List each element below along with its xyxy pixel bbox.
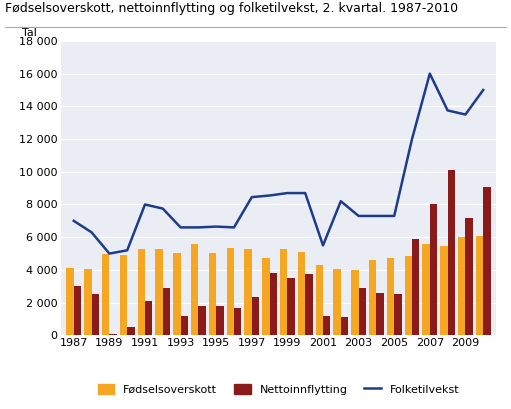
Bar (262, 258, 270, 335)
Bar (333, 269, 341, 335)
Bar (163, 288, 170, 335)
Bar (226, 248, 234, 335)
Bar (466, 218, 473, 335)
Bar (208, 253, 216, 335)
Bar (191, 244, 198, 335)
Bar (102, 254, 109, 335)
Bar (369, 260, 377, 335)
Bar (198, 306, 206, 335)
Bar (234, 308, 242, 335)
Bar (180, 316, 188, 335)
Bar (74, 286, 81, 335)
Bar (476, 236, 483, 335)
Bar (298, 252, 305, 335)
Bar (244, 249, 252, 335)
Bar (127, 327, 135, 335)
Bar (66, 268, 74, 335)
Bar (440, 246, 448, 335)
Bar (377, 293, 384, 335)
Bar (216, 306, 224, 335)
Text: Tal: Tal (22, 28, 37, 38)
Bar (137, 249, 145, 335)
Bar (109, 334, 117, 335)
Bar (120, 255, 127, 335)
Bar (315, 265, 323, 335)
Bar (359, 288, 366, 335)
Bar (412, 239, 420, 335)
Bar (341, 317, 349, 335)
Bar (430, 204, 437, 335)
Bar (155, 249, 163, 335)
Bar (280, 249, 287, 335)
Bar (458, 237, 466, 335)
Bar (145, 301, 152, 335)
Bar (394, 294, 402, 335)
Bar (252, 297, 259, 335)
Bar (270, 273, 277, 335)
Bar (173, 253, 180, 335)
Bar (483, 187, 491, 335)
Bar (387, 258, 394, 335)
Bar (91, 294, 99, 335)
Bar (84, 269, 91, 335)
Bar (287, 278, 295, 335)
Bar (323, 316, 331, 335)
Text: Fødselsoverskott, nettoinnflytting og folketilvekst, 2. kvartal. 1987-2010: Fødselsoverskott, nettoinnflytting og fo… (5, 2, 458, 15)
Bar (305, 274, 313, 335)
Bar (448, 170, 455, 335)
Bar (405, 256, 412, 335)
Bar (351, 270, 359, 335)
Legend: Fødselsoverskott, Nettoinnflytting, Folketilvekst: Fødselsoverskott, Nettoinnflytting, Folk… (98, 384, 459, 395)
Bar (422, 244, 430, 335)
